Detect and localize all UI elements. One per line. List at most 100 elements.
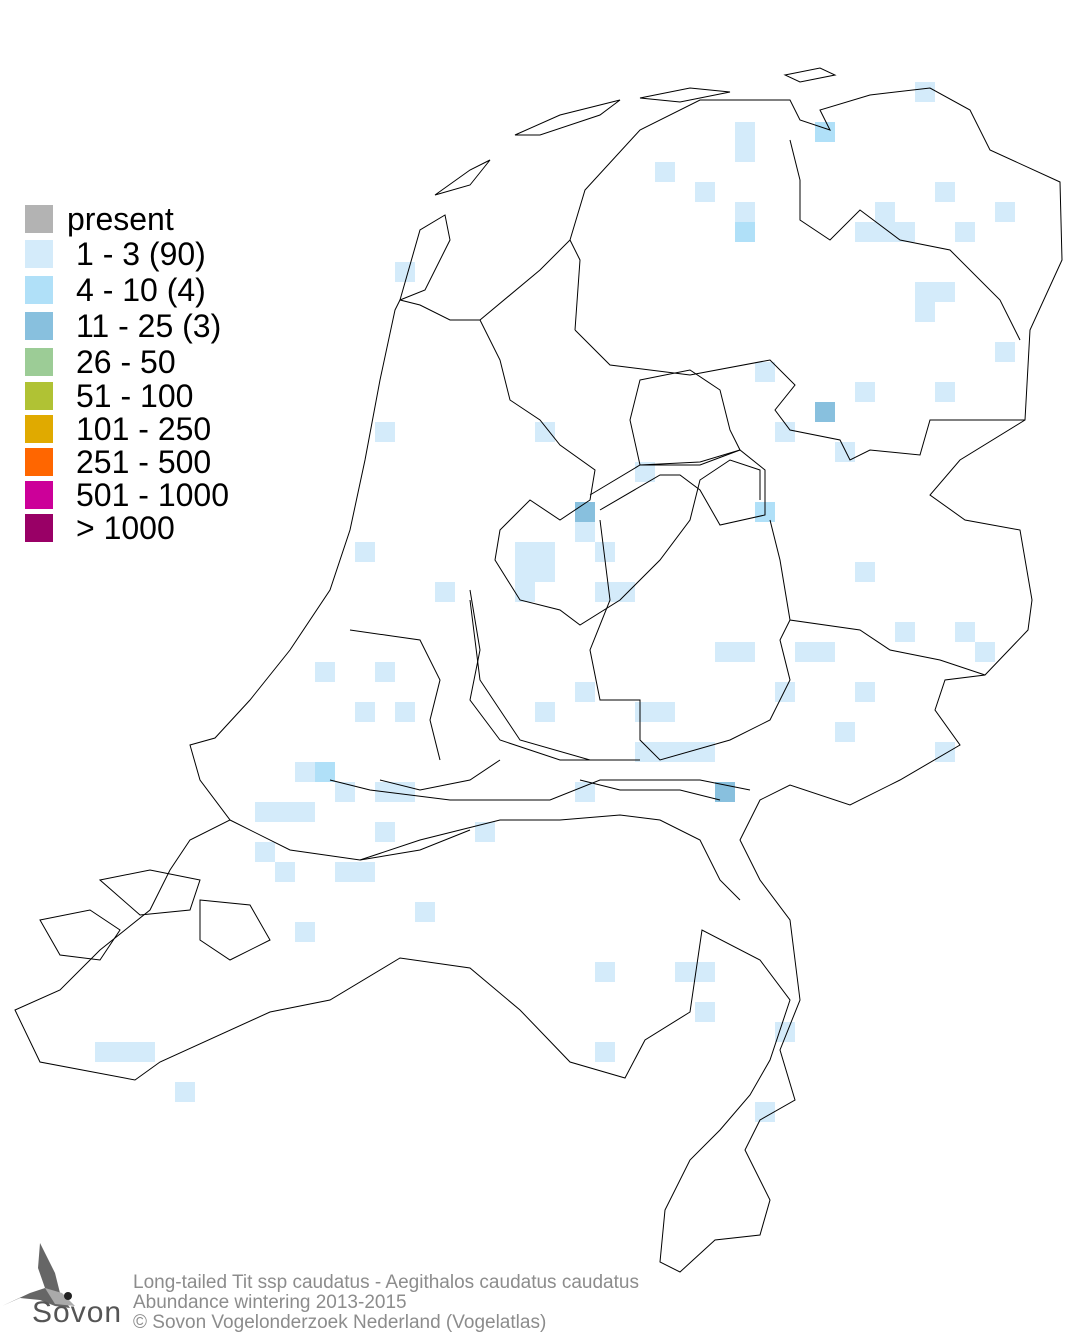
- rivers: [359, 599, 721, 861]
- abundance-cell: [675, 742, 695, 762]
- abundance-cell: [695, 182, 715, 202]
- abundance-cell: [375, 822, 395, 842]
- abundance-cell: [695, 742, 715, 762]
- abundance-cell: [295, 922, 315, 942]
- abundance-cell: [955, 622, 975, 642]
- abundance-cell: [855, 382, 875, 402]
- grid-cells: [95, 82, 1015, 1122]
- copyright: © Sovon Vogelonderzoek Nederland (Vogela…: [133, 1312, 547, 1333]
- legend-label: > 1000: [76, 510, 175, 546]
- abundance-cell: [595, 582, 615, 602]
- abundance-cell: [515, 562, 535, 582]
- abundance-cell: [675, 962, 695, 982]
- legend-swatch: [25, 240, 53, 268]
- legend-label: 251 - 500: [76, 444, 212, 480]
- abundance-cell: [255, 842, 275, 862]
- vlieland-island: [434, 159, 491, 196]
- abundance-cell: [575, 782, 595, 802]
- abundance-cell: [855, 222, 875, 242]
- legend-label: 1 - 3 (90): [76, 236, 206, 272]
- abundance-cell: [335, 862, 355, 882]
- abundance-cell: [735, 122, 755, 142]
- legend-item: 1 - 3 (90): [25, 236, 206, 272]
- abundance-cell: [115, 1042, 135, 1062]
- abundance-cell: [595, 542, 615, 562]
- abundance-cell: [535, 422, 555, 442]
- abundance-cell: [875, 202, 895, 222]
- terschelling-island: [514, 99, 621, 136]
- abundance-cell: [575, 682, 595, 702]
- abundance-cell: [975, 642, 995, 662]
- abundance-cell: [655, 162, 675, 182]
- legend-swatch: [25, 205, 53, 233]
- abundance-cell: [275, 862, 295, 882]
- abundance-cell: [875, 222, 895, 242]
- abundance-cell: [815, 642, 835, 662]
- abundance-cell: [715, 782, 735, 802]
- abundance-cell: [835, 722, 855, 742]
- legend-label: 11 - 25 (3): [76, 308, 222, 344]
- abundance-cell: [615, 582, 635, 602]
- abundance-cell: [955, 222, 975, 242]
- abundance-cell: [635, 702, 655, 722]
- abundance-cell: [935, 182, 955, 202]
- noordoostpolder-outline: [629, 369, 741, 466]
- abundance-cell: [295, 762, 315, 782]
- legend-label: present: [67, 201, 174, 237]
- abundance-cell: [95, 1042, 115, 1062]
- legend-item: 101 - 250: [25, 411, 212, 447]
- abundance-cell: [855, 562, 875, 582]
- legend-label: 4 - 10 (4): [76, 272, 206, 308]
- legend-swatch: [25, 348, 53, 376]
- abundance-cell: [535, 542, 555, 562]
- abundance-cell: [915, 302, 935, 322]
- abundance-cell: [755, 362, 775, 382]
- abundance-cell: [375, 662, 395, 682]
- abundance-cell: [655, 702, 675, 722]
- abundance-cell: [415, 902, 435, 922]
- legend-label: 101 - 250: [76, 411, 212, 447]
- abundance-cell: [355, 702, 375, 722]
- abundance-cell: [695, 962, 715, 982]
- abundance-cell: [935, 382, 955, 402]
- ijsselmeer-shore: [479, 319, 761, 626]
- abundance-cell: [815, 122, 835, 142]
- schiermonnikoog-island: [783, 67, 837, 83]
- abundance-cell: [575, 522, 595, 542]
- legend-item: 251 - 500: [25, 444, 212, 480]
- flevoland-outline: [589, 449, 766, 526]
- texel-island: [399, 214, 451, 301]
- ameland-island: [639, 87, 731, 103]
- country-outline: [14, 67, 1063, 1273]
- legend-item: 26 - 50: [25, 346, 176, 378]
- species-title: Long-tailed Tit ssp caudatus - Aegithalo…: [133, 1272, 639, 1293]
- abundance-cell: [515, 582, 535, 602]
- legend-swatch: [25, 415, 53, 443]
- legend-swatch: [25, 276, 53, 304]
- abundance-cell: [735, 642, 755, 662]
- abundance-cell: [935, 742, 955, 762]
- abundance-cell: [895, 622, 915, 642]
- abundance-cell: [275, 802, 295, 822]
- legend-item-present: present: [25, 201, 174, 237]
- map-caption: Long-tailed Tit ssp caudatus - Aegithalo…: [133, 1273, 639, 1333]
- abundance-cell: [935, 282, 955, 302]
- abundance-cell: [855, 682, 875, 702]
- abundance-cell: [595, 962, 615, 982]
- abundance-cell: [535, 562, 555, 582]
- zeeland-islands: [39, 869, 271, 961]
- abundance-cell: [815, 402, 835, 422]
- abundance-cell: [515, 542, 535, 562]
- abundance-cell: [795, 642, 815, 662]
- legend-swatch: [25, 514, 53, 542]
- abundance-cell: [915, 82, 935, 102]
- legend-item: 4 - 10 (4): [25, 272, 206, 308]
- abundance-cell: [895, 222, 915, 242]
- abundance-cell: [435, 582, 455, 602]
- abundance-cell: [775, 682, 795, 702]
- legend-swatch: [25, 448, 53, 476]
- abundance-cell: [315, 762, 335, 782]
- abundance-cell: [295, 802, 315, 822]
- abundance-cell: [735, 202, 755, 222]
- legend-swatch: [25, 382, 53, 410]
